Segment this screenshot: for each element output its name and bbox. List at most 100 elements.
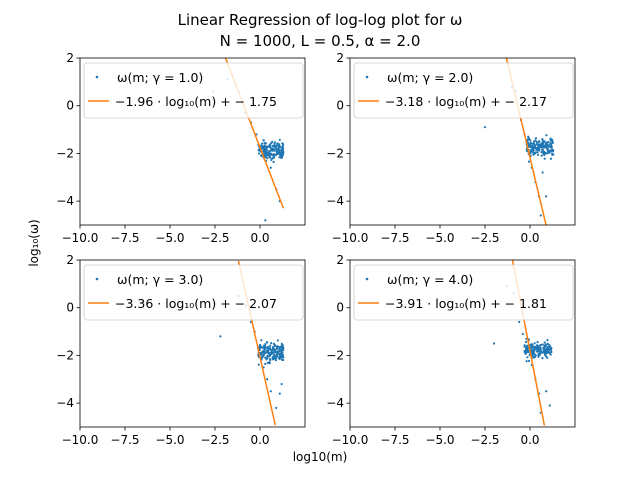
scatter-point: [542, 348, 545, 351]
scatter-point: [280, 382, 283, 386]
scatter-point: [274, 354, 278, 357]
scatter-point: [524, 350, 527, 353]
y-tick-label: −2: [326, 348, 344, 362]
scatter-point: [269, 166, 272, 169]
scatter-point: [264, 362, 267, 365]
scatter-point: [279, 156, 283, 159]
scatter-point: [552, 153, 555, 156]
scatter-point: [532, 147, 535, 150]
plot-area: [492, 260, 553, 426]
x-tick-label: −7.5: [110, 433, 139, 447]
scatter-point: [538, 353, 541, 356]
scatter-point: [531, 351, 535, 354]
scatter-point: [260, 154, 263, 157]
scatter-point: [261, 142, 264, 145]
scatter-point: [281, 143, 285, 146]
scatter-point: [273, 146, 276, 149]
scatter-point: [543, 151, 546, 154]
scatter-point: [543, 341, 546, 344]
x-tick-label: −10.0: [62, 231, 99, 245]
scatter-point: [549, 149, 552, 153]
scatter-point: [263, 347, 266, 351]
scatter-point: [540, 351, 543, 354]
scatter-point: [257, 363, 260, 366]
scatter-point: [548, 344, 551, 347]
scatter-point: [527, 142, 530, 145]
scatter-point: [545, 351, 549, 354]
scatter-point: [528, 137, 531, 140]
x-tick-label: −7.5: [380, 231, 409, 245]
y-tick-label: −4: [326, 194, 344, 208]
scatter-point: [541, 142, 545, 145]
scatter-point: [281, 355, 284, 358]
y-tick-label: −2: [56, 348, 74, 362]
scatter-point: [270, 352, 273, 356]
scatter-point: [540, 150, 543, 154]
scatter-point: [534, 139, 537, 142]
legend-label-fit: −3.91 · log₁₀(m) + − 1.81: [385, 296, 547, 311]
scatter-point: [525, 149, 528, 152]
scatter-point: [534, 137, 538, 140]
legend-label-fit: −1.96 · log₁₀(m) + − 1.75: [115, 94, 277, 109]
scatter-point: [273, 141, 277, 144]
legend-label-scatter: ω(m; γ = 1.0): [117, 70, 203, 85]
scatter-point: [530, 148, 533, 152]
scatter-point: [263, 142, 266, 145]
scatter-point: [273, 350, 276, 353]
legend-scatter-marker: [95, 75, 99, 79]
scatter-point: [532, 153, 535, 156]
y-tick-label: 2: [66, 253, 74, 267]
subplot-3: −10.0 −7.5 −5.0 −2.5 0.0 −4 −2 0 2 ω(m; γ = 3.0) −…: [56, 253, 306, 447]
scatter-point: [547, 351, 551, 354]
scatter-point: [278, 345, 281, 349]
y-tick-label: −4: [326, 396, 344, 410]
scatter-point: [526, 356, 529, 359]
scatter-point: [543, 345, 546, 349]
scatter-point: [541, 171, 544, 174]
scatter-point: [275, 153, 278, 156]
scatter-point: [278, 355, 281, 358]
scatter-point: [273, 153, 276, 157]
scatter-point: [529, 142, 533, 145]
scatter-point: [273, 344, 276, 348]
scatter-point: [281, 154, 284, 157]
scatter-point: [278, 347, 281, 351]
scatter-point: [260, 144, 263, 147]
legend-label-scatter: ω(m; γ = 4.0): [387, 272, 473, 287]
scatter-point: [275, 356, 278, 360]
scatter-point: [268, 347, 272, 350]
scatter-point: [263, 153, 266, 156]
scatter-point: [266, 354, 269, 358]
scatter-point: [270, 158, 273, 162]
scatter-point: [532, 346, 536, 349]
scatter-point: [546, 345, 549, 349]
scatter-point: [268, 146, 272, 149]
scatter-point: [536, 148, 539, 151]
legend-box: [353, 62, 574, 119]
scatter-point: [264, 342, 267, 346]
scatter-point: [260, 339, 263, 342]
x-tick-label: −7.5: [110, 231, 139, 245]
scatter-point: [271, 149, 274, 152]
scatter-point: [535, 140, 538, 143]
scatter-point: [523, 345, 526, 348]
plot-area: [212, 58, 285, 222]
x-tick-label: −5.0: [425, 433, 454, 447]
scatter-point: [532, 349, 535, 352]
scatter-point: [269, 390, 272, 393]
scatter-point: [268, 155, 271, 158]
scatter-point: [538, 347, 542, 351]
scatter-point: [545, 134, 548, 137]
y-tick-label: 0: [66, 301, 74, 315]
scatter-point: [545, 390, 548, 393]
scatter-point: [531, 146, 534, 149]
scatter-point: [276, 151, 279, 154]
scatter-point: [278, 138, 281, 142]
legend-label-fit: −3.36 · log₁₀(m) + − 2.07: [115, 296, 277, 311]
x-tick-label: −10.0: [332, 433, 369, 447]
scatter-point: [547, 149, 550, 152]
x-tick-label: −2.5: [200, 433, 229, 447]
scatter-point: [260, 357, 263, 360]
legend-label-scatter: ω(m; γ = 3.0): [117, 272, 203, 287]
legend-scatter-marker: [365, 277, 369, 281]
